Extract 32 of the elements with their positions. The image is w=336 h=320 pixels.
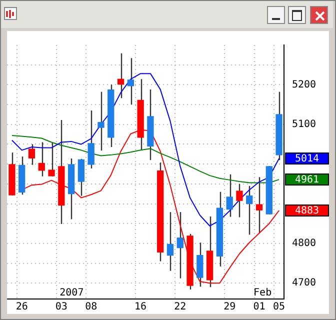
- candlestick: [117, 52, 124, 99]
- x-tick-label: 16: [134, 302, 147, 313]
- candlestick: [246, 185, 253, 236]
- candlestick: [28, 144, 36, 166]
- x-tick-label: 08: [85, 302, 98, 313]
- candlestick: [98, 91, 104, 152]
- data-label: 5014: [294, 154, 320, 165]
- x-tick-label: 26: [16, 302, 28, 313]
- data-label: 4961: [294, 174, 320, 186]
- y-tick-label: 5200: [292, 79, 316, 90]
- x-tick-label: 05: [273, 302, 286, 313]
- candlestick: [127, 57, 134, 106]
- candlestick: [226, 174, 233, 218]
- y-tick-label: 4700: [292, 278, 316, 289]
- annotation: Feb: [254, 288, 272, 299]
- candlestick: [236, 183, 243, 218]
- x-tick-label: 22: [174, 302, 186, 313]
- data-label: 4883: [294, 206, 320, 217]
- candlestick: [176, 211, 184, 279]
- candlestick: [166, 211, 174, 272]
- y-tick-label: 4800: [292, 238, 316, 250]
- candlestick: [78, 158, 85, 196]
- candlestick: [88, 110, 94, 170]
- x-tick-label: 01: [253, 302, 266, 313]
- annotation: 2007: [60, 288, 84, 299]
- candlestick: [256, 176, 263, 234]
- x-tick-label: 03: [55, 302, 68, 313]
- x-tick-label: 29: [224, 302, 236, 313]
- candlestick: [196, 242, 204, 288]
- candlestick: [48, 142, 55, 177]
- candlestick: [38, 142, 45, 177]
- y-tick-label: 5100: [292, 118, 316, 130]
